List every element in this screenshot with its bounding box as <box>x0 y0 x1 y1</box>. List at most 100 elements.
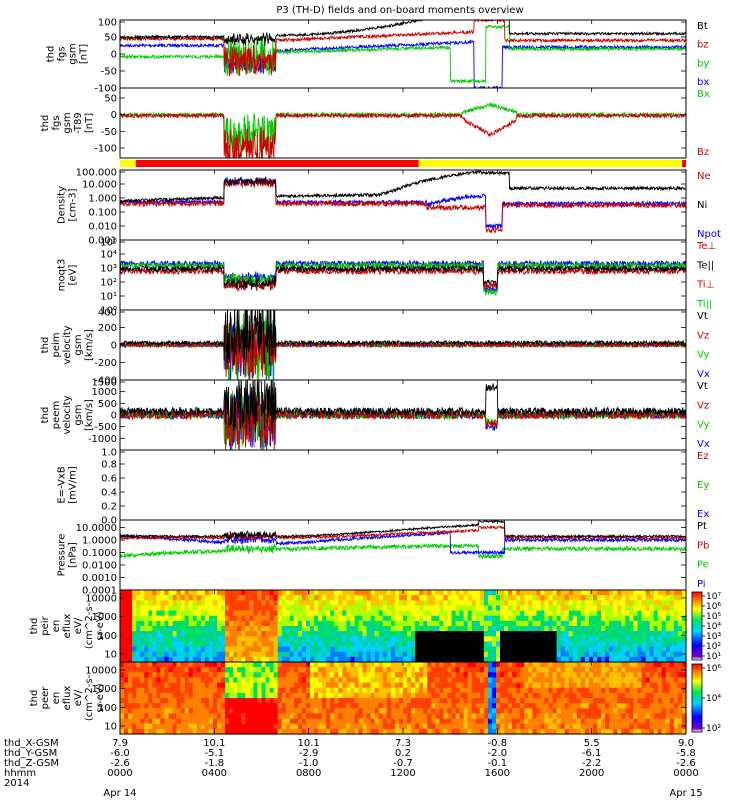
spectrogram-cell <box>140 600 145 606</box>
spectrogram-cell <box>576 651 582 658</box>
spectrogram-cell <box>136 615 141 622</box>
spectrogram-cell <box>629 626 634 632</box>
spectrogram-cell <box>176 698 182 704</box>
spectrogram-cell <box>435 610 440 617</box>
spectrogram-cell <box>132 703 137 709</box>
spectrogram-cell <box>208 620 214 627</box>
spectrogram-cell <box>475 667 481 673</box>
spectrogram-cell <box>257 590 263 596</box>
spectrogram-cell <box>132 708 137 714</box>
spectrogram-cell <box>140 667 145 673</box>
spectrogram-cell <box>617 672 622 678</box>
spectrogram-cell <box>301 723 307 730</box>
spectrogram-cell <box>496 590 501 596</box>
spectrogram-cell <box>415 636 420 642</box>
spectrogram-cell <box>483 610 489 617</box>
spectrogram-cell <box>265 605 271 612</box>
spectrogram-cell <box>673 641 679 648</box>
spectrogram-cell <box>544 610 550 617</box>
spectrogram-cell <box>281 590 287 596</box>
spectrogram-cell <box>382 646 388 653</box>
spectrogram-cell <box>609 718 614 725</box>
spectrogram-cell <box>358 631 364 637</box>
spectrogram-cell <box>496 615 501 622</box>
y-tick-label: 10³ <box>100 264 117 275</box>
spectrogram-cell <box>435 728 440 735</box>
spectrogram-cell <box>516 651 521 658</box>
spectrogram-cell <box>447 590 453 596</box>
spectrogram-cell <box>419 651 424 658</box>
spectrogram-cell <box>184 662 190 668</box>
spectrogram-cell <box>564 723 570 730</box>
spectrogram-cell <box>665 708 671 714</box>
spectrogram-cell <box>641 662 647 668</box>
spectrogram-cell <box>641 631 647 637</box>
spectrogram-cell <box>172 703 178 709</box>
spectrogram-cell <box>496 692 501 699</box>
spectrogram-cell <box>192 595 198 601</box>
spectrogram-cell <box>455 698 461 704</box>
spectrogram-cell <box>297 651 303 658</box>
spectrogram-cell <box>382 641 388 648</box>
spectrogram-cell <box>180 692 186 699</box>
spectrogram-cell <box>609 605 614 612</box>
spectrogram-cell <box>358 641 364 648</box>
spectrogram-cell <box>500 687 505 694</box>
spectrogram-cell <box>447 682 453 689</box>
spectrogram-cell <box>237 687 242 694</box>
spectrogram-cell <box>164 595 170 601</box>
spectrogram-cell <box>366 708 372 714</box>
spectrogram-cell <box>572 636 578 642</box>
spectrogram-cell <box>208 687 214 694</box>
spectrogram-cell <box>148 656 153 663</box>
spectrogram-cell <box>487 677 493 684</box>
spectrogram-cell <box>374 646 380 653</box>
spectrogram-cell <box>120 682 125 689</box>
spectrogram-cell <box>597 672 602 678</box>
spectrogram-cell <box>459 708 465 714</box>
spectrogram-cell <box>657 651 663 658</box>
spectrogram-cell <box>128 677 133 684</box>
series-dbz <box>120 112 686 158</box>
spectrogram-cell <box>346 590 351 596</box>
spectrogram-cell <box>213 641 218 648</box>
spectrogram-cell <box>293 723 299 730</box>
spectrogram-cell <box>196 692 202 699</box>
spectrogram-cell <box>576 595 582 601</box>
spectrogram-cell <box>496 682 501 689</box>
spectrogram-cell <box>633 646 638 653</box>
spectrogram-cell <box>556 672 562 678</box>
spectrogram-cell <box>483 600 489 606</box>
spectrogram-cell <box>204 620 210 627</box>
spectrogram-cell <box>382 703 388 709</box>
spectrogram-cell <box>249 610 254 617</box>
spectrogram-cell <box>253 620 258 627</box>
spectrogram-cell <box>665 595 671 601</box>
spectrogram-cell <box>257 718 263 725</box>
spectrogram-cell <box>172 615 178 622</box>
spectrogram-cell <box>665 692 671 699</box>
spectrogram-cell <box>245 600 250 606</box>
spectrogram-cell <box>148 615 153 622</box>
spectrogram-cell <box>665 636 671 642</box>
spectrogram-cell <box>261 718 267 725</box>
spectrogram-cell <box>407 615 412 622</box>
spectrogram-cell <box>463 605 469 612</box>
spectrogram-cell <box>225 713 230 720</box>
spectrogram-cell <box>176 692 182 699</box>
colorbar-tick-label: 10⁴ <box>706 694 721 704</box>
spectrogram-cell <box>564 672 570 678</box>
spectrogram-cell <box>536 605 541 612</box>
spectrogram-cell <box>601 667 606 673</box>
spectrogram-cell <box>463 626 469 632</box>
spectrogram-cell <box>625 667 630 673</box>
spectrogram-cell <box>204 615 210 622</box>
spectrogram-cell <box>237 605 242 612</box>
spectrogram-cell <box>188 656 194 663</box>
spectrogram-cell <box>261 682 267 689</box>
spectrogram-cell <box>176 610 182 617</box>
spectrogram-cell <box>200 703 206 709</box>
spectrogram-cell <box>657 698 663 704</box>
spectrogram-cell <box>677 600 683 606</box>
spectrogram-cell <box>532 718 537 725</box>
